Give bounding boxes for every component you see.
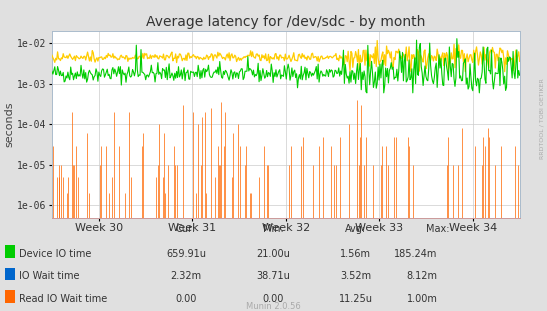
Title: Average latency for /dev/sdc - by month: Average latency for /dev/sdc - by month <box>146 15 426 29</box>
Text: 185.24m: 185.24m <box>394 249 438 259</box>
Text: 38.71u: 38.71u <box>257 272 290 281</box>
Text: Device IO time: Device IO time <box>19 249 91 259</box>
Text: 2.32m: 2.32m <box>171 272 201 281</box>
Text: 0.00: 0.00 <box>263 294 284 304</box>
Text: 3.52m: 3.52m <box>340 272 371 281</box>
Text: 0.00: 0.00 <box>175 294 197 304</box>
Text: Munin 2.0.56: Munin 2.0.56 <box>246 302 301 311</box>
Text: Cur:: Cur: <box>176 224 196 234</box>
Text: 1.00m: 1.00m <box>407 294 438 304</box>
Text: RRDTOOL / TOBI OETIKER: RRDTOOL / TOBI OETIKER <box>539 78 544 159</box>
Text: Avg:: Avg: <box>345 224 366 234</box>
Text: 8.12m: 8.12m <box>406 272 438 281</box>
Text: 1.56m: 1.56m <box>340 249 371 259</box>
Text: 21.00u: 21.00u <box>257 249 290 259</box>
Text: Read IO Wait time: Read IO Wait time <box>19 294 107 304</box>
Text: Min:: Min: <box>263 224 284 234</box>
Text: Max:: Max: <box>426 224 449 234</box>
Text: 659.91u: 659.91u <box>166 249 206 259</box>
Y-axis label: seconds: seconds <box>4 102 14 147</box>
Text: 11.25u: 11.25u <box>339 294 373 304</box>
Text: IO Wait time: IO Wait time <box>19 272 80 281</box>
